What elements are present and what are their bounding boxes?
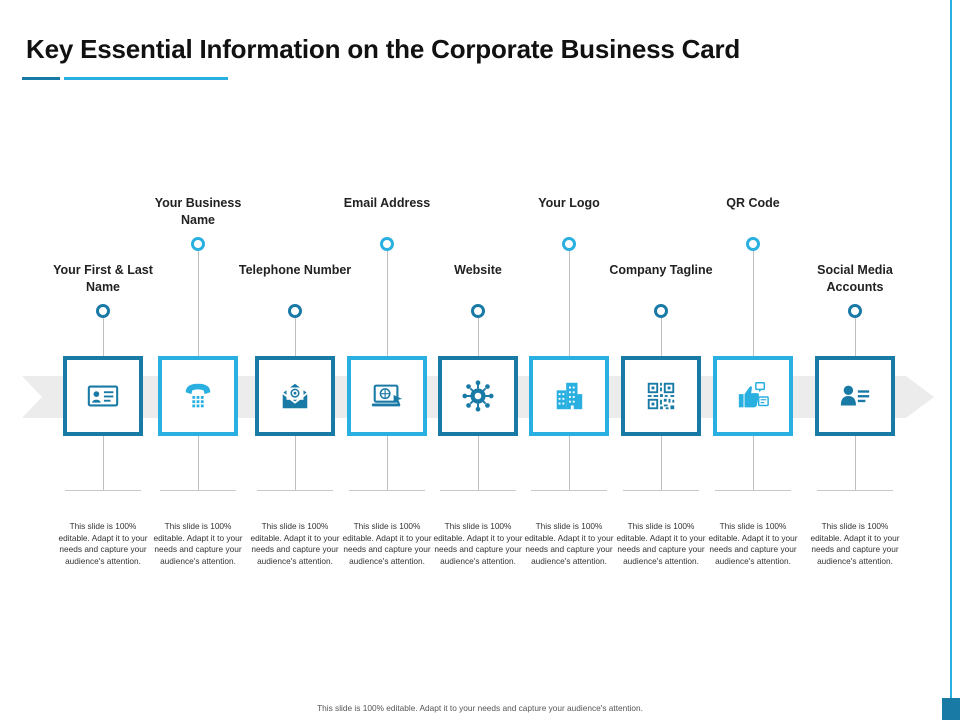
icon-box [713, 356, 793, 436]
item-label: QR Code [726, 196, 780, 210]
website-laptop-icon [370, 379, 404, 413]
item-description: This slide is 100% editable. Adapt it to… [250, 521, 340, 566]
icon-box [347, 356, 427, 436]
connector-line [661, 311, 662, 356]
corner-accent-square [942, 698, 960, 720]
separator-line [623, 490, 699, 491]
user-profile-icon [838, 379, 872, 413]
separator-line [440, 490, 516, 491]
connector-line [295, 311, 296, 356]
right-accent-line [950, 0, 952, 720]
separator-line [531, 490, 607, 491]
item-description: This slide is 100% editable. Adapt it to… [524, 521, 614, 566]
timeline-dot [471, 304, 485, 318]
item-label: Your First & Last Name [53, 263, 153, 294]
connector-line [103, 311, 104, 356]
qr-code-icon [644, 379, 678, 413]
timeline-dot [562, 237, 576, 251]
item-description: This slide is 100% editable. Adapt it to… [708, 521, 798, 566]
connector-line [569, 436, 570, 490]
separator-line [817, 490, 893, 491]
icon-box [158, 356, 238, 436]
item-description: This slide is 100% editable. Adapt it to… [433, 521, 523, 566]
timeline-dot [654, 304, 668, 318]
title-underline-dark [22, 77, 60, 80]
item-description: This slide is 100% editable. Adapt it to… [616, 521, 706, 566]
item-label: Social Media Accounts [817, 263, 893, 294]
connector-line [478, 436, 479, 490]
separator-line [160, 490, 236, 491]
telephone-icon [181, 379, 215, 413]
item-label: Website [454, 263, 502, 277]
timeline-dot [746, 237, 760, 251]
connector-line [387, 436, 388, 490]
connector-line [855, 311, 856, 356]
connector-line [198, 244, 199, 356]
id-card-icon [86, 379, 120, 413]
separator-line [65, 490, 141, 491]
item-description: This slide is 100% editable. Adapt it to… [153, 521, 243, 566]
connector-line [661, 436, 662, 490]
icon-box [621, 356, 701, 436]
timeline-dot [96, 304, 110, 318]
timeline-dot [380, 237, 394, 251]
gear-network-icon [461, 379, 495, 413]
social-thumbs-up-icon [736, 379, 770, 413]
icon-box [438, 356, 518, 436]
item-label: Your Business Name [154, 196, 242, 227]
timeline-dot [288, 304, 302, 318]
building-icon [552, 379, 586, 413]
item-label: Company Tagline [609, 263, 713, 277]
connector-line [569, 244, 570, 356]
item-description: This slide is 100% editable. Adapt it to… [342, 521, 432, 566]
connector-line [198, 436, 199, 490]
connector-line [753, 244, 754, 356]
separator-line [349, 490, 425, 491]
footer-note: This slide is 100% editable. Adapt it to… [317, 703, 643, 713]
separator-line [257, 490, 333, 491]
title-underline-light [64, 77, 228, 80]
connector-line [855, 436, 856, 490]
icon-box [63, 356, 143, 436]
connector-line [295, 436, 296, 490]
connector-line [387, 244, 388, 356]
item-label: Telephone Number [238, 263, 352, 277]
connector-line [478, 311, 479, 356]
item-description: This slide is 100% editable. Adapt it to… [58, 521, 148, 566]
connector-line [753, 436, 754, 490]
connector-line [103, 436, 104, 490]
timeline-dot [191, 237, 205, 251]
page-title: Key Essential Information on the Corpora… [26, 34, 741, 64]
email-envelope-icon [278, 379, 312, 413]
icon-box [529, 356, 609, 436]
item-label: Your Logo [538, 196, 600, 210]
icon-box [255, 356, 335, 436]
timeline-dot [848, 304, 862, 318]
separator-line [715, 490, 791, 491]
icon-box [815, 356, 895, 436]
item-description: This slide is 100% editable. Adapt it to… [810, 521, 900, 566]
item-label: Email Address [343, 196, 431, 210]
